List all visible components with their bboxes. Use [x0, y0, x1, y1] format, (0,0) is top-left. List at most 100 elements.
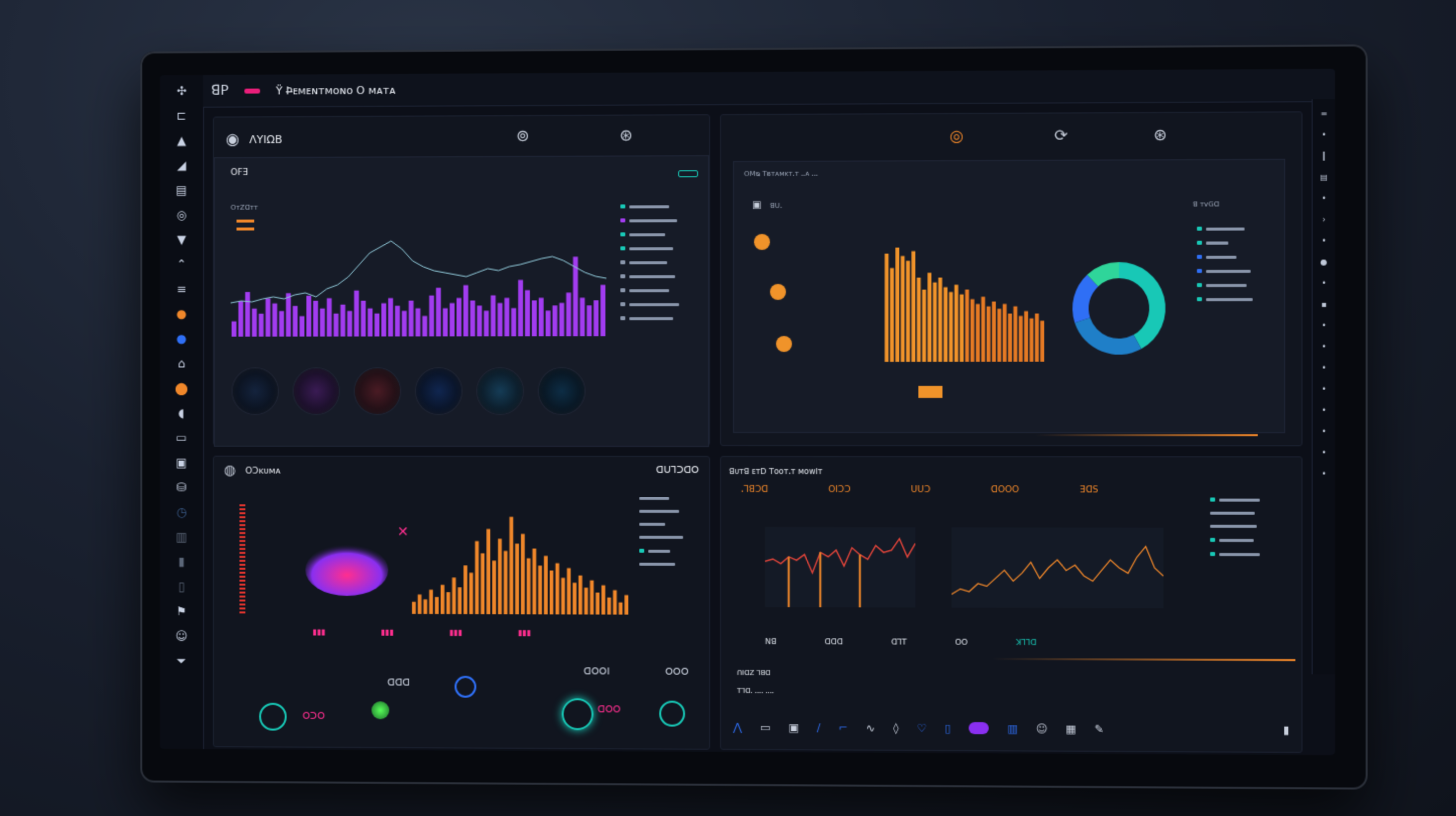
target-icon[interactable]: ◎: [174, 207, 190, 223]
lock-icon[interactable]: ▯: [945, 721, 951, 734]
dot-icon-11[interactable]: •: [1321, 448, 1326, 457]
cup-icon[interactable]: ▮: [1283, 723, 1289, 736]
orb-3[interactable]: [355, 368, 400, 414]
dot-icon-4[interactable]: •: [1321, 279, 1326, 288]
link-icon[interactable]: ⌐: [839, 721, 848, 734]
orange-target-icon[interactable]: ◎: [950, 126, 964, 145]
grid-icon[interactable]: ▦: [1066, 722, 1077, 735]
legend-item[interactable]: [1197, 269, 1253, 273]
orb-1[interactable]: [233, 368, 278, 414]
dot-icon-9[interactable]: •: [1321, 406, 1326, 415]
signal-icon[interactable]: ◢: [174, 157, 190, 173]
database-icon[interactable]: ⛁: [174, 479, 190, 495]
teal-gauge-2[interactable]: [659, 701, 685, 727]
clock-icon[interactable]: ◷: [174, 504, 190, 520]
orb-4[interactable]: [416, 368, 462, 414]
wave-icon[interactable]: ∿: [866, 721, 875, 734]
stack-icon[interactable]: ≡: [174, 281, 190, 297]
legend-item[interactable]: [1197, 241, 1253, 245]
side-list-row[interactable]: [620, 218, 679, 222]
gauge-ring-1[interactable]: [259, 703, 287, 731]
active-tab-indicator[interactable]: [244, 88, 260, 93]
bars-icon[interactable]: ▥: [1007, 722, 1017, 735]
legend-item[interactable]: [1210, 498, 1260, 502]
orange-dot-3[interactable]: [776, 336, 792, 352]
dot-icon-8[interactable]: •: [1321, 385, 1326, 394]
dot-icon-7[interactable]: •: [1321, 364, 1326, 373]
dot-icon-2[interactable]: •: [1321, 194, 1326, 203]
orange-dot-2[interactable]: [770, 284, 786, 300]
shield-icon[interactable]: ◊: [893, 721, 898, 734]
pause-icon[interactable]: ‖: [1322, 152, 1326, 161]
orb-5[interactable]: [477, 368, 523, 414]
orb-2[interactable]: [294, 368, 339, 414]
teal-gauge[interactable]: [562, 698, 594, 730]
doc-icon[interactable]: ▤: [1320, 173, 1328, 182]
legend-item[interactable]: [1197, 283, 1253, 287]
legend-item[interactable]: [1210, 525, 1260, 528]
green-orb[interactable]: [371, 701, 389, 719]
orange-dot-icon[interactable]: ●: [174, 306, 190, 322]
square-icon[interactable]: ▪: [1321, 300, 1327, 309]
dot-icon-10[interactable]: •: [1321, 427, 1326, 436]
heart-icon[interactable]: ♡: [917, 721, 927, 734]
alert-badge-icon[interactable]: ⬤: [174, 380, 190, 396]
side-list-row[interactable]: [620, 232, 679, 236]
legend-item[interactable]: [1210, 552, 1260, 556]
legend-item[interactable]: [1210, 538, 1260, 542]
image-icon[interactable]: ▣: [788, 721, 798, 734]
location-pin-icon[interactable]: ▼: [174, 232, 190, 248]
metric-row[interactable]: [639, 510, 683, 513]
dot-icon-6[interactable]: •: [1321, 342, 1326, 351]
document-icon[interactable]: ▤: [174, 182, 190, 198]
side-list-row[interactable]: [620, 246, 679, 250]
blue-orb[interactable]: [455, 676, 477, 698]
bar-icon[interactable]: ▮: [174, 554, 190, 570]
refresh-icon[interactable]: ⟳: [1054, 126, 1068, 145]
folder-icon[interactable]: ▭: [174, 430, 190, 446]
compass-icon[interactable]: ⊚: [516, 126, 529, 145]
card-toggle[interactable]: [678, 170, 698, 177]
side-list-row[interactable]: [620, 260, 679, 264]
metric-row[interactable]: [639, 536, 683, 539]
spiral-icon[interactable]: ⊛: [619, 126, 632, 145]
metric-row[interactable]: [639, 549, 683, 553]
bracket-icon[interactable]: ⊏: [174, 108, 190, 124]
side-list-row[interactable]: [620, 274, 679, 278]
menu-icon[interactable]: ≡: [1320, 109, 1327, 118]
triangle-icon[interactable]: ▲: [174, 133, 190, 149]
side-list-row[interactable]: [620, 302, 679, 306]
spiral-icon-2[interactable]: ⊛: [1153, 125, 1167, 144]
legend-item[interactable]: [1197, 226, 1253, 230]
legend-item[interactable]: [1197, 297, 1253, 301]
user-icon[interactable]: ☺: [174, 628, 190, 644]
side-list-row[interactable]: [620, 204, 679, 208]
dot-icon-12[interactable]: •: [1321, 469, 1326, 478]
box-icon[interactable]: ▣: [174, 455, 190, 471]
tag-icon[interactable]: ⚑: [174, 603, 190, 619]
dot-icon-5[interactable]: •: [1321, 321, 1326, 330]
dot-icon[interactable]: •: [1321, 130, 1326, 139]
pen-icon[interactable]: ∕: [817, 721, 821, 734]
axis-highlight[interactable]: [918, 386, 942, 398]
active-pill[interactable]: [969, 722, 989, 734]
edit-icon[interactable]: ✎: [1094, 722, 1103, 735]
chart-line-icon[interactable]: ⋀: [733, 720, 742, 733]
user-icon[interactable]: ☺: [1036, 722, 1048, 735]
metric-row[interactable]: [639, 523, 683, 526]
caret-icon[interactable]: ⌃: [174, 256, 190, 272]
circle-icon[interactable]: ●: [1320, 258, 1327, 267]
square-icon[interactable]: ▭: [760, 721, 770, 734]
home-icon[interactable]: ⌂: [174, 356, 190, 372]
side-list-row[interactable]: [620, 288, 679, 292]
orb-6[interactable]: [539, 368, 585, 414]
orange-dot-1[interactable]: [754, 234, 770, 250]
wave-icon[interactable]: ◖: [174, 405, 190, 421]
legend-item[interactable]: [1210, 512, 1260, 515]
dot-icon-3[interactable]: •: [1321, 236, 1326, 245]
page-icon[interactable]: ▯: [174, 579, 190, 595]
blue-dot-icon[interactable]: ●: [174, 331, 190, 347]
filter-icon[interactable]: ⏷: [174, 653, 190, 669]
legend-item[interactable]: [1197, 255, 1253, 259]
side-list-row[interactable]: [620, 316, 679, 320]
